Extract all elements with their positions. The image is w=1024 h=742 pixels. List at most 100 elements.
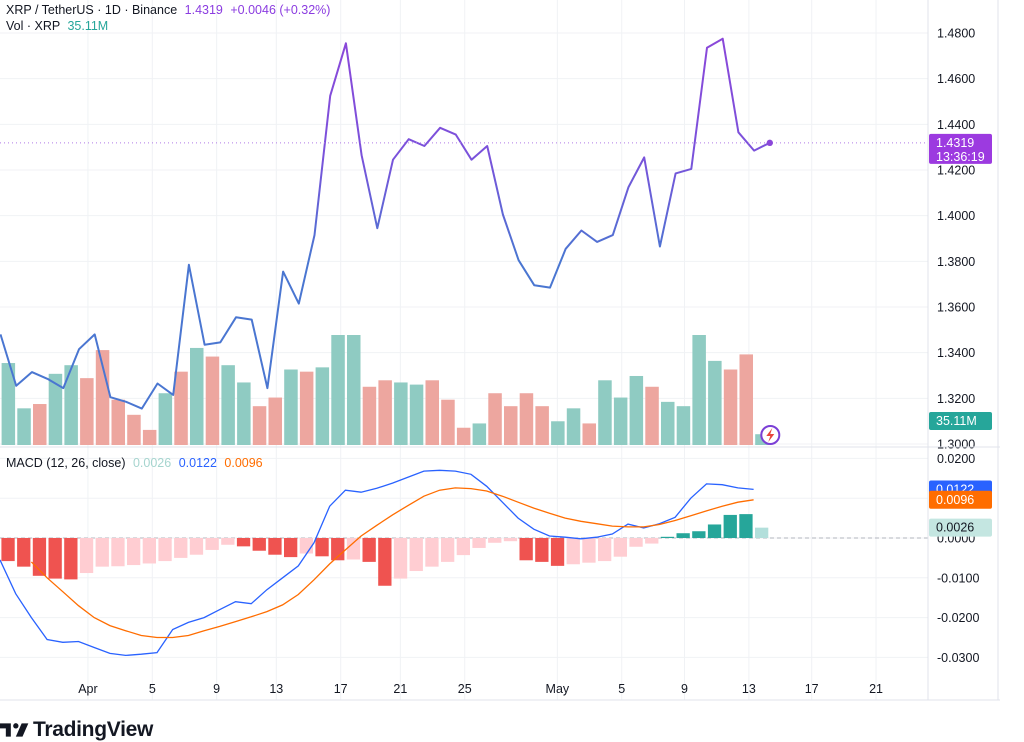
x-tick-label: 17 xyxy=(805,682,819,696)
volume-bar xyxy=(158,393,173,445)
macd-tick-label: -0.0300 xyxy=(937,651,979,665)
macd-hist-bar xyxy=(472,538,486,548)
volume-badge-text: 35.11M xyxy=(936,414,977,428)
price-tick-label: 1.4800 xyxy=(937,27,975,41)
macd-hist-bar xyxy=(111,538,125,567)
volume-bar xyxy=(331,335,345,445)
volume-label[interactable]: Vol · XRP xyxy=(6,19,60,33)
price-tick-label: 1.3800 xyxy=(937,255,975,269)
macd-hist-bar xyxy=(613,538,627,557)
lightning-icon-bolt xyxy=(766,428,775,442)
volume-bar xyxy=(205,356,220,445)
histogram-badge-bg xyxy=(929,518,992,537)
macd-hist-bar xyxy=(676,533,690,538)
price-tick-label: 1.3000 xyxy=(937,438,975,452)
volume-bar xyxy=(504,406,518,445)
macd-hist-bar xyxy=(284,538,298,558)
volume-bars xyxy=(1,335,769,445)
macd-label[interactable]: MACD (12, 26, close) xyxy=(6,456,126,470)
macd-hist-bar xyxy=(252,538,266,551)
macd-tick-label: -0.0200 xyxy=(937,611,979,625)
macd-hist-bar xyxy=(550,538,565,566)
macd-tick-label: 0.0200 xyxy=(937,452,975,466)
volume-bar xyxy=(441,399,455,445)
macd-hist-bar xyxy=(488,538,502,543)
volume-bar xyxy=(645,386,659,445)
last-price: 1.4319 xyxy=(184,3,223,17)
volume-bar xyxy=(692,335,706,445)
x-tick-label: 21 xyxy=(869,682,883,696)
volume-bar xyxy=(409,384,424,445)
histogram-badge: 0.0026 xyxy=(929,518,992,537)
brand-name: TradingView xyxy=(33,718,154,741)
macd-hist-bar xyxy=(441,538,455,562)
macd-tick-label: -0.0100 xyxy=(937,571,979,585)
volume-badge: 35.11M xyxy=(929,412,992,430)
last-price-dot xyxy=(766,139,773,147)
axes: Apr 5 9 13 17 21 25 May 5 9 13 17 21 1.4800 1.4600 1.44… xyxy=(0,0,1000,701)
volume-bar xyxy=(33,404,47,445)
macd-hist-bar xyxy=(425,538,439,567)
signal-badge-bg xyxy=(929,490,992,509)
x-tick-label: 17 xyxy=(334,682,348,696)
volume-bar xyxy=(739,354,753,445)
price-tick-label: 1.3600 xyxy=(937,301,975,315)
macd-hist-bar xyxy=(409,538,423,572)
volume-bar xyxy=(80,378,94,445)
macd-hist-bar xyxy=(723,514,737,538)
signal-badge: 0.0096 xyxy=(929,490,992,509)
tradingview-logo[interactable]: TradingView xyxy=(0,718,153,742)
x-tick-label: Apr xyxy=(78,682,97,696)
histogram-badge-text: 0.0026 xyxy=(936,521,974,535)
macd-line xyxy=(0,469,754,657)
macd-hist-bar xyxy=(299,538,313,554)
macd-hist-bar xyxy=(95,538,109,567)
macd-hist-bar xyxy=(331,538,345,561)
x-tick-label: 21 xyxy=(393,682,407,696)
price-change: +0.0046 (+0.32%) xyxy=(230,3,331,17)
macd-signal-value: 0.0096 xyxy=(224,456,263,470)
volume-bar xyxy=(676,406,691,445)
macd-hist-bar xyxy=(692,531,706,538)
volume-bar xyxy=(394,382,408,445)
price-tick-label: 1.4400 xyxy=(937,118,975,132)
price-tick-label: 1.4600 xyxy=(937,72,975,86)
symbol-title[interactable]: XRP / TetherUS · 1D · Binance xyxy=(6,3,178,17)
macd-hist-bar xyxy=(535,538,549,562)
price-series-line xyxy=(0,37,771,410)
macd-hist-bar xyxy=(315,538,329,557)
macd-hist-bar xyxy=(142,538,156,564)
volume-value: 35.11M xyxy=(67,19,109,33)
price-tick-label: 1.4000 xyxy=(937,209,975,223)
volume-bar xyxy=(221,365,235,445)
grid xyxy=(0,0,928,700)
volume-bar xyxy=(425,380,439,445)
price-tick-label: 1.3200 xyxy=(937,392,975,406)
price-tick-label: 1.3400 xyxy=(937,346,975,360)
macd-line-value: 0.0122 xyxy=(178,456,217,470)
macd-hist-bar xyxy=(346,538,361,560)
price-badge-text: 1.4319 xyxy=(936,136,974,150)
macd-hist-bar xyxy=(205,538,219,550)
volume-badge-bg xyxy=(929,412,992,430)
volume-bar xyxy=(17,408,31,445)
signal-line xyxy=(30,487,754,639)
price-tick-label: 1.4200 xyxy=(937,164,975,178)
macd-hist-bar xyxy=(362,538,376,562)
volume-bar xyxy=(252,406,267,445)
x-tick-label: 13 xyxy=(269,682,283,696)
volume-bar xyxy=(174,371,188,445)
volume-bar xyxy=(519,393,534,445)
volume-bar xyxy=(582,423,596,445)
macd-hist-bar xyxy=(1,538,15,562)
volume-bar xyxy=(613,397,628,445)
volume-bar xyxy=(1,363,16,445)
volume-bar xyxy=(535,406,549,445)
macd-hist-bar xyxy=(660,536,675,538)
volume-bar xyxy=(378,380,392,445)
signal-badge-text: 0.0096 xyxy=(936,493,974,507)
volume-bar xyxy=(142,429,157,445)
volume-bar xyxy=(284,369,298,445)
